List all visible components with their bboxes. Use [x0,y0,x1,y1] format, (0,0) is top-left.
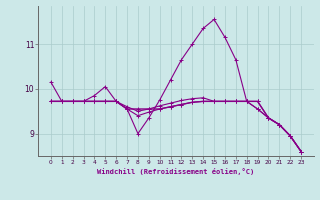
X-axis label: Windchill (Refroidissement éolien,°C): Windchill (Refroidissement éolien,°C) [97,168,255,175]
